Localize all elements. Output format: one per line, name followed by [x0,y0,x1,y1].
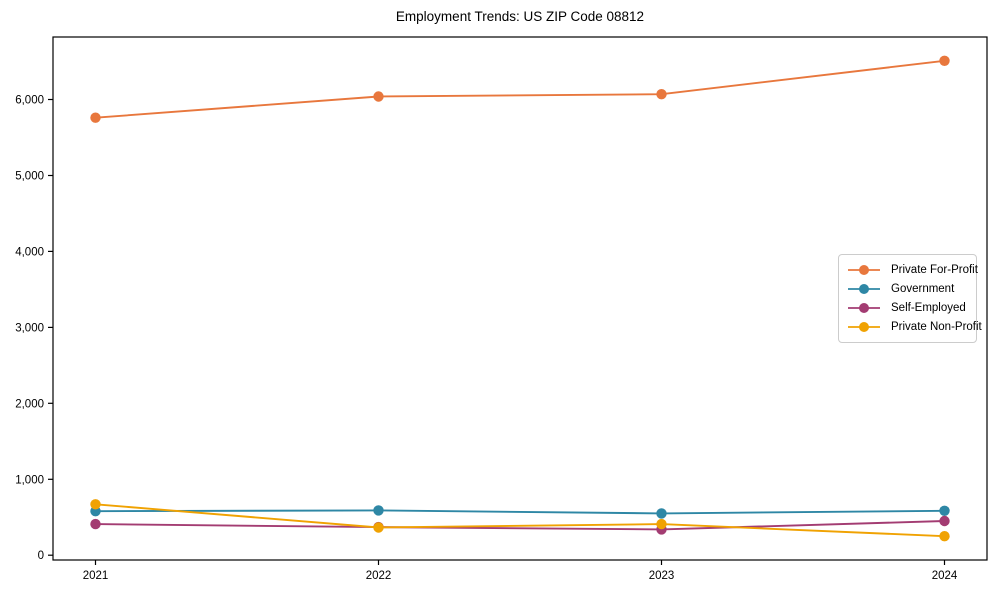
line-marker-icon [848,322,880,332]
data-point-private-non-profit-2024 [939,531,950,542]
series-line-government [95,509,945,515]
legend-label: Private Non-Profit [891,321,982,333]
chart-title: Employment Trends: US ZIP Code 08812 [395,9,645,24]
data-point-self-employed-2021 [90,518,101,530]
plot-border [52,36,988,561]
x-tick-label: 2022 [366,570,392,582]
data-point-government-2022 [373,505,384,516]
y-tick-label: 1,000 [15,474,44,486]
data-point-private-for-profit-2021 [90,112,101,123]
data-point-private-for-profit-2024 [939,55,950,66]
legend-item: Private For-Profit [846,264,978,276]
data-point-private-non-profit-2021 [90,499,101,510]
y-tick-label: 4,000 [15,246,44,258]
data-point-private-for-profit-2023 [656,89,667,100]
legend-item: Private Non-Profit [846,321,982,333]
chart-legend: Private For-Profit Government Self-Emplo… [838,254,982,343]
y-tick-label: 5,000 [15,171,44,183]
data-point-private-non-profit-2022 [373,522,384,533]
series-line-self-employed [95,520,945,531]
y-tick-label: 2,000 [15,398,44,410]
legend-item: Government [846,283,969,295]
data-point-government-2023 [656,508,667,519]
data-point-private-non-profit-2023 [656,518,667,530]
data-point-self-employed-2024 [939,515,950,527]
series-line-private-non-profit [95,503,945,538]
series-line-private-for-profit [95,59,945,119]
legend-label: Government [891,283,955,295]
data-point-private-for-profit-2022 [373,91,384,102]
x-tick-label: 2021 [83,570,109,582]
line-marker-icon [848,265,880,275]
legend-label: Private For-Profit [891,264,978,276]
x-tick-label: 2023 [649,570,675,582]
line-marker-icon [848,284,880,294]
legend-item: Self-Employed [846,302,969,314]
y-tick-label: 3,000 [15,322,44,334]
y-tick-label: 6,000 [15,95,44,107]
data-point-government-2024 [939,505,950,516]
x-tick-label: 2024 [932,570,958,582]
legend-label: Self-Employed [891,302,966,314]
line-marker-icon [848,303,880,313]
y-tick-label: 0 [38,550,44,562]
